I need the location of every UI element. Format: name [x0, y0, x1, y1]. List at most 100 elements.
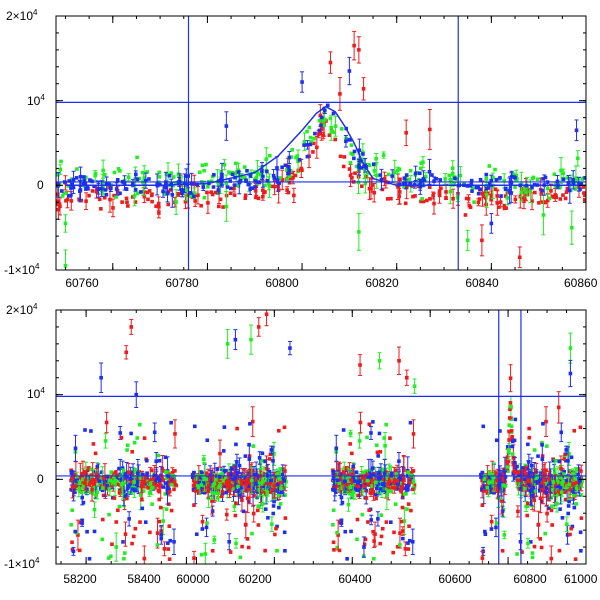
bottom-point-blue	[554, 484, 558, 489]
bottom-point-blue	[527, 483, 531, 487]
top-point-blue	[401, 182, 406, 186]
top-point-red	[468, 205, 473, 210]
top-point-green	[573, 186, 578, 191]
top-point-green	[157, 170, 162, 175]
bottom-outlier-blue	[134, 381, 139, 409]
bottom-point-green	[540, 440, 544, 445]
bottom-point-green	[79, 490, 84, 495]
bottom-point-green	[365, 435, 369, 440]
bottom-point-green	[575, 482, 580, 487]
bottom-point-blue	[243, 454, 248, 458]
bottom-outlier-red	[358, 354, 363, 376]
bottom-point-red	[249, 481, 254, 485]
top-point-blue	[163, 185, 168, 190]
bottom-point-green	[393, 502, 398, 506]
bottom-point-green	[238, 555, 243, 560]
bottom-point-green	[382, 436, 386, 440]
bottom-point-blue	[351, 464, 355, 469]
bottom-point-green	[199, 483, 204, 487]
top-point-green	[348, 161, 353, 165]
bottom-point-green	[194, 477, 198, 482]
bottom-point-green	[349, 482, 353, 487]
top-point-green	[321, 123, 326, 128]
top-point-green	[277, 176, 282, 180]
bottom-point-green	[156, 453, 161, 458]
top-point-red	[149, 193, 154, 198]
bottom-point-green	[125, 448, 129, 452]
bottom-point-red	[240, 544, 244, 549]
bottom-xtick-label-3: 60200	[238, 572, 272, 586]
bottom-point-red	[220, 489, 225, 494]
bottom-point-red	[526, 501, 530, 506]
bottom-point-blue	[152, 473, 157, 478]
top-point-blue	[245, 169, 249, 173]
top-point-green	[202, 195, 207, 200]
bottom-point-blue	[539, 484, 544, 489]
bottom-point-red	[104, 411, 109, 434]
top-point-blue	[357, 163, 361, 167]
bottom-point-blue	[372, 473, 376, 477]
top-point-green	[173, 181, 178, 185]
bottom-point-red	[172, 479, 176, 484]
bottom-point-red	[336, 519, 341, 551]
top-point-green	[553, 182, 558, 186]
bottom-point-green	[350, 493, 354, 498]
bottom-point-blue	[128, 476, 133, 481]
bottom-point-red	[517, 470, 522, 475]
top-point-green	[559, 157, 564, 184]
bottom-point-red	[85, 468, 90, 473]
bottom-point-blue	[129, 431, 133, 436]
top-point-green	[263, 183, 267, 188]
bottom-point-blue	[483, 486, 488, 491]
bottom-point-green	[204, 477, 209, 482]
top-point-red	[403, 201, 408, 206]
bottom-point-blue	[401, 536, 405, 541]
bottom-point-red	[225, 484, 230, 489]
top-point-green	[266, 176, 271, 191]
top-point-blue	[283, 163, 288, 168]
bottom-point-blue	[493, 517, 498, 538]
top-point-red	[232, 193, 237, 197]
top-point-red	[413, 194, 417, 198]
bottom-point-blue	[122, 472, 127, 476]
bottom-point-green	[196, 485, 201, 490]
bottom-point-red	[251, 504, 256, 523]
bottom-point-green	[335, 530, 339, 535]
bottom-point-green	[70, 508, 75, 513]
top-point-green	[386, 172, 391, 177]
bottom-point-red	[83, 470, 87, 475]
bottom-point-red	[192, 503, 196, 507]
bottom-point-green	[199, 552, 204, 557]
top-point-blue	[81, 182, 86, 187]
bottom-point-red	[96, 474, 101, 479]
bottom-point-blue	[251, 486, 255, 490]
bottom-point-red	[225, 478, 230, 483]
top-point-green	[75, 167, 79, 171]
bottom-point-green	[572, 493, 576, 498]
top-point-red	[218, 197, 223, 202]
top-point-red	[359, 184, 364, 189]
bottom-point-blue	[245, 489, 249, 493]
bottom-point-red	[89, 473, 94, 477]
bottom-point-red	[572, 428, 577, 433]
bottom-point-blue	[569, 455, 574, 460]
bottom-point-blue	[559, 422, 564, 443]
bottom-point-blue	[203, 490, 207, 495]
bottom-point-red	[71, 473, 76, 477]
top-outlier-blue	[574, 119, 579, 142]
top-point-green	[575, 177, 580, 182]
top-point-blue	[413, 165, 418, 182]
top-point-green	[470, 186, 475, 190]
bottom-point-red	[204, 471, 208, 475]
bottom-point-blue	[117, 466, 121, 471]
top-point-blue	[361, 152, 365, 156]
bottom-point-green	[132, 476, 137, 488]
top-point-red	[333, 137, 338, 142]
bottom-point-red	[480, 550, 485, 564]
bottom-point-green	[203, 542, 208, 564]
bottom-point-blue	[482, 484, 487, 488]
top-outlier-blue	[300, 71, 305, 93]
bottom-point-red	[156, 488, 161, 493]
bottom-point-blue	[161, 485, 166, 489]
bottom-point-red	[228, 550, 233, 554]
